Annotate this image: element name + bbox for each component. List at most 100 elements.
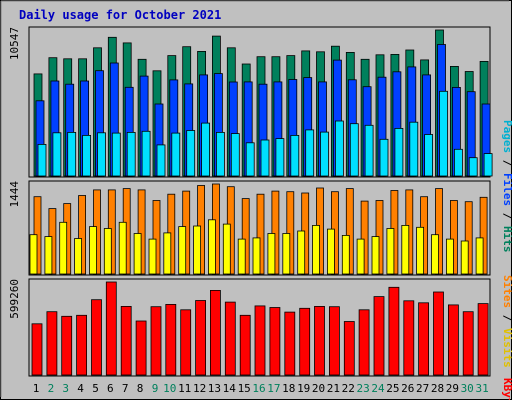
bar-visits-15 xyxy=(241,198,250,275)
day-label-5: 5 xyxy=(92,382,99,395)
bar-visits-23 xyxy=(360,200,369,275)
bar-pages-20 xyxy=(320,131,329,177)
bar-kbytes-5 xyxy=(91,299,102,376)
bar-sites-21 xyxy=(326,228,335,275)
bar-sites-15 xyxy=(237,238,246,275)
day-label-6: 6 xyxy=(107,382,114,395)
bar-visits-9 xyxy=(152,200,161,275)
day-label-3: 3 xyxy=(62,382,69,395)
legend-files: Files xyxy=(501,173,512,206)
bar-pages-5 xyxy=(97,132,106,177)
bottom-panel-frame xyxy=(28,278,491,377)
bar-pages-29 xyxy=(453,148,463,177)
bar-visits-29 xyxy=(449,200,458,275)
day-label-16: 16 xyxy=(252,382,265,395)
day-label-30: 30 xyxy=(461,382,474,395)
bar-kbytes-22 xyxy=(343,321,355,376)
day-label-13: 13 xyxy=(208,382,221,395)
top-panel-frame xyxy=(28,26,491,178)
bar-sites-23 xyxy=(356,238,365,275)
bar-kbytes-19 xyxy=(299,307,311,376)
day-label-27: 27 xyxy=(416,382,429,395)
bar-sites-22 xyxy=(341,234,350,275)
middle-panel-frame xyxy=(28,180,491,276)
bar-kbytes-26 xyxy=(403,300,415,376)
day-label-25: 25 xyxy=(386,382,399,395)
bar-sites-28 xyxy=(431,234,439,275)
day-label-19: 19 xyxy=(297,382,310,395)
bar-kbytes-14 xyxy=(224,301,236,376)
bar-pages-26 xyxy=(409,121,419,177)
bar-sites-19 xyxy=(297,230,306,275)
day-label-20: 20 xyxy=(312,382,325,395)
bar-kbytes-23 xyxy=(358,309,370,376)
bar-visits-4 xyxy=(78,195,86,275)
bar-sites-17 xyxy=(267,233,276,275)
bar-sites-3 xyxy=(59,221,68,275)
bar-pages-31 xyxy=(483,153,493,177)
day-label-2: 2 xyxy=(48,382,55,395)
bar-sites-13 xyxy=(207,219,216,275)
bar-sites-6 xyxy=(103,228,112,275)
day-label-22: 22 xyxy=(342,382,355,395)
bar-sites-31 xyxy=(475,237,484,275)
bar-pages-16 xyxy=(260,139,270,177)
bar-pages-22 xyxy=(349,123,359,177)
day-label-15: 15 xyxy=(238,382,251,395)
bar-sites-14 xyxy=(222,223,231,275)
bar-sites-24 xyxy=(371,236,380,275)
bar-kbytes-4 xyxy=(76,314,87,376)
bar-sites-30 xyxy=(460,240,469,275)
bar-pages-13 xyxy=(215,131,225,177)
day-label-11: 11 xyxy=(178,382,191,395)
day-label-1: 1 xyxy=(33,382,40,395)
legend-pages: Pages xyxy=(501,120,512,153)
bar-kbytes-27 xyxy=(418,302,430,376)
bar-pages-23 xyxy=(364,124,374,177)
bar-pages-27 xyxy=(424,134,434,177)
middle-panel-bars xyxy=(29,183,488,275)
bar-kbytes-24 xyxy=(373,296,385,376)
bar-kbytes-30 xyxy=(462,311,474,376)
middle-legend: Sites / Visits xyxy=(501,275,512,368)
bar-pages-1 xyxy=(37,143,47,177)
bar-kbytes-15 xyxy=(239,314,251,376)
day-label-9: 9 xyxy=(152,382,159,395)
bar-pages-24 xyxy=(379,138,389,177)
bar-sites-16 xyxy=(252,237,261,275)
bar-kbytes-10 xyxy=(165,303,177,376)
middle-y-max-label: 1444 xyxy=(8,181,21,208)
bar-sites-10 xyxy=(163,232,172,275)
day-label-29: 29 xyxy=(446,382,459,395)
bar-visits-16 xyxy=(256,193,265,275)
bar-pages-6 xyxy=(111,132,121,177)
bar-kbytes-28 xyxy=(433,291,444,376)
legend-hits: Hits xyxy=(501,226,512,253)
day-label-8: 8 xyxy=(137,382,144,395)
bar-pages-12 xyxy=(201,122,211,177)
bar-visits-17 xyxy=(271,190,280,275)
bar-pages-21 xyxy=(334,120,344,177)
bar-sites-4 xyxy=(74,238,82,275)
bar-pages-4 xyxy=(82,134,91,177)
bar-kbytes-13 xyxy=(209,289,221,376)
bar-sites-20 xyxy=(312,224,320,275)
bar-sites-29 xyxy=(445,238,454,275)
bar-pages-8 xyxy=(141,130,151,177)
bar-sites-9 xyxy=(148,238,157,275)
bar-sites-8 xyxy=(133,233,142,275)
day-label-21: 21 xyxy=(327,382,340,395)
bar-kbytes-11 xyxy=(180,309,192,376)
bar-kbytes-21 xyxy=(328,306,340,376)
legend-sites: Sites xyxy=(501,275,512,308)
bar-sites-11 xyxy=(178,226,187,275)
bar-kbytes-6 xyxy=(105,281,117,376)
bar-pages-18 xyxy=(290,134,300,177)
bar-kbytes-2 xyxy=(46,311,58,376)
bar-visits-30 xyxy=(464,201,473,275)
bar-visits-8 xyxy=(137,189,146,275)
day-label-28: 28 xyxy=(431,382,444,395)
bar-pages-3 xyxy=(67,131,77,177)
bar-kbytes-17 xyxy=(269,307,281,376)
